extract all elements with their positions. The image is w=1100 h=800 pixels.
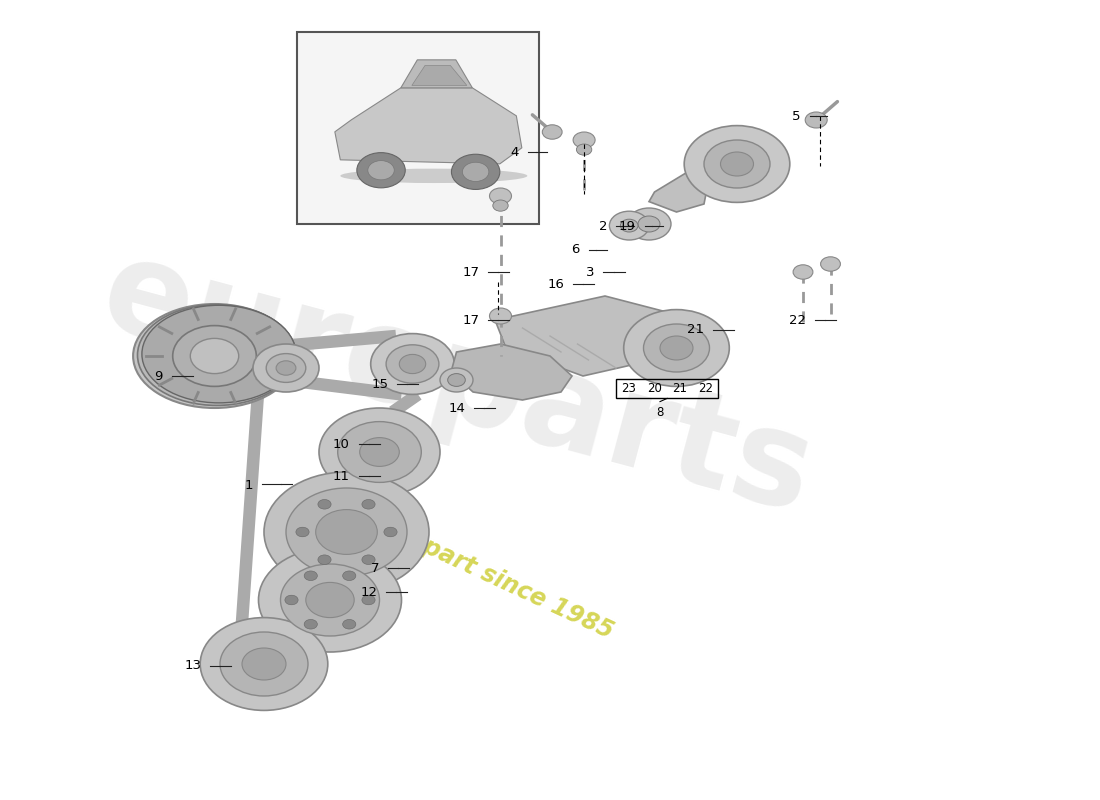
Circle shape <box>342 619 355 629</box>
Polygon shape <box>400 60 472 88</box>
Circle shape <box>638 216 660 232</box>
Circle shape <box>316 510 377 554</box>
Circle shape <box>362 499 375 509</box>
Polygon shape <box>451 344 572 400</box>
Circle shape <box>573 132 595 148</box>
Circle shape <box>306 582 354 618</box>
Text: 10: 10 <box>333 438 350 450</box>
Circle shape <box>190 338 239 374</box>
Circle shape <box>253 344 319 392</box>
Circle shape <box>624 310 729 386</box>
Bar <box>616 379 718 398</box>
Circle shape <box>367 161 394 180</box>
Circle shape <box>609 211 649 240</box>
Circle shape <box>386 345 439 383</box>
Text: 16: 16 <box>548 278 564 290</box>
Circle shape <box>266 354 306 382</box>
Text: 15: 15 <box>372 378 388 390</box>
Circle shape <box>620 219 638 232</box>
Text: 1: 1 <box>244 479 253 492</box>
Circle shape <box>660 336 693 360</box>
Circle shape <box>490 308 512 324</box>
Circle shape <box>805 112 827 128</box>
Circle shape <box>704 140 770 188</box>
Circle shape <box>338 422 421 482</box>
Text: 8: 8 <box>657 406 663 419</box>
Circle shape <box>258 548 402 652</box>
Text: europarts: europarts <box>88 228 826 540</box>
Circle shape <box>821 257 840 271</box>
Circle shape <box>399 354 426 374</box>
Circle shape <box>462 162 488 182</box>
Text: 3: 3 <box>585 266 594 278</box>
Circle shape <box>318 555 331 565</box>
Text: 14: 14 <box>449 402 465 414</box>
Ellipse shape <box>138 305 296 406</box>
Circle shape <box>360 438 399 466</box>
Polygon shape <box>411 66 466 86</box>
Polygon shape <box>495 296 682 376</box>
Text: 2: 2 <box>598 220 607 233</box>
Polygon shape <box>649 172 710 212</box>
Circle shape <box>296 527 309 537</box>
Circle shape <box>200 618 328 710</box>
Circle shape <box>490 188 512 204</box>
Circle shape <box>362 595 375 605</box>
Circle shape <box>318 499 331 509</box>
Ellipse shape <box>142 306 296 403</box>
Circle shape <box>493 200 508 211</box>
Circle shape <box>684 126 790 202</box>
Text: 9: 9 <box>154 370 163 382</box>
Text: 4: 4 <box>510 146 519 158</box>
Circle shape <box>576 144 592 155</box>
Text: 12: 12 <box>361 586 377 598</box>
Circle shape <box>285 595 298 605</box>
Text: a part for part since 1985: a part for part since 1985 <box>297 477 617 643</box>
Text: 7: 7 <box>371 562 380 574</box>
Circle shape <box>440 368 473 392</box>
Circle shape <box>627 208 671 240</box>
Circle shape <box>264 472 429 592</box>
Ellipse shape <box>133 304 296 408</box>
Text: 22: 22 <box>790 314 806 326</box>
Circle shape <box>280 564 380 636</box>
Circle shape <box>644 324 710 372</box>
Ellipse shape <box>340 169 527 183</box>
Circle shape <box>793 265 813 279</box>
Circle shape <box>720 152 754 176</box>
Text: 13: 13 <box>185 659 201 672</box>
Text: 17: 17 <box>463 266 480 278</box>
Circle shape <box>362 555 375 565</box>
Circle shape <box>371 334 454 394</box>
Text: 11: 11 <box>333 470 350 482</box>
Circle shape <box>343 571 356 581</box>
Circle shape <box>304 619 317 629</box>
Circle shape <box>542 125 562 139</box>
Text: 6: 6 <box>571 243 580 256</box>
Circle shape <box>319 408 440 496</box>
Circle shape <box>276 361 296 375</box>
Text: 21: 21 <box>688 323 704 336</box>
Polygon shape <box>334 88 521 164</box>
Text: 21: 21 <box>672 382 688 395</box>
Circle shape <box>220 632 308 696</box>
Text: 20: 20 <box>647 382 662 395</box>
Circle shape <box>286 488 407 576</box>
Circle shape <box>242 648 286 680</box>
Circle shape <box>356 153 405 188</box>
Text: 22: 22 <box>698 382 713 395</box>
Circle shape <box>173 326 256 386</box>
Bar <box>297 32 539 224</box>
Circle shape <box>384 527 397 537</box>
Circle shape <box>304 571 317 581</box>
Circle shape <box>448 374 465 386</box>
Text: 5: 5 <box>792 110 801 122</box>
Text: 17: 17 <box>463 314 480 326</box>
Text: 19: 19 <box>619 220 636 233</box>
Circle shape <box>451 154 499 190</box>
Text: 23: 23 <box>621 382 636 395</box>
